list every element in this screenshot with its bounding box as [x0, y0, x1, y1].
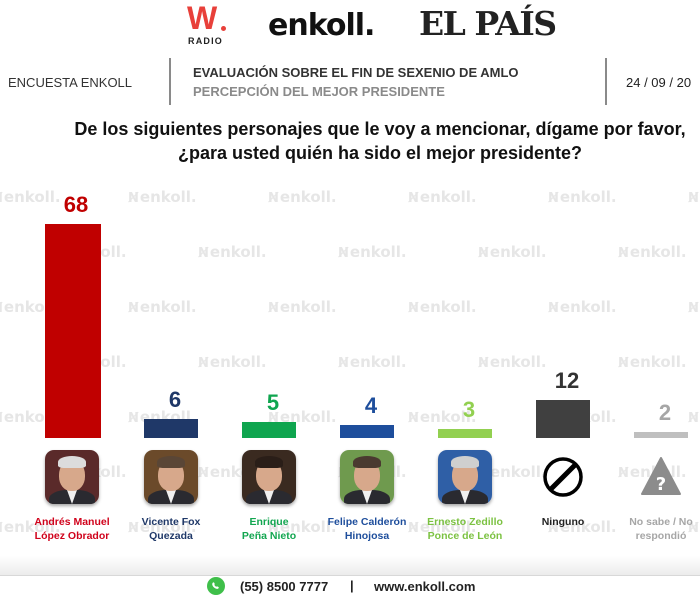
bar-value-label: 3 — [462, 397, 476, 422]
bar-column: 4 — [336, 180, 408, 438]
bar — [45, 224, 101, 438]
warning-question-icon: ? — [634, 450, 688, 504]
bar-value-label: 68 — [63, 192, 89, 217]
plot-area: 68 6 5 4 3 12 2 — [0, 180, 700, 438]
header-info-bar: ENCUESTA ENKOLL EVALUACIÓN SOBRE EL FIN … — [0, 58, 700, 106]
date-label: 24 / 09 / 20 — [626, 75, 692, 90]
bar — [634, 432, 688, 438]
logos-row: W RADIO enkoll. EL PAÍS — [0, 0, 700, 50]
survey-question: De los siguientes personajes que le voy … — [74, 119, 686, 163]
bar-column: 68 — [41, 180, 113, 438]
page-title: EVALUACIÓN SOBRE EL FIN DE SEXENIO DE AM… — [193, 65, 519, 80]
website-link[interactable]: www.enkoll.com — [374, 579, 476, 594]
divider — [169, 58, 171, 105]
bar-value-label: 6 — [168, 387, 182, 412]
category-label: Andrés Manuel López Obrador — [34, 516, 110, 542]
zedillo-photo — [438, 450, 492, 504]
divider — [605, 58, 607, 105]
calderon-photo — [340, 450, 394, 504]
bar-column: 12 — [532, 180, 604, 438]
bar — [144, 419, 198, 438]
bar — [438, 429, 492, 438]
el-pais-logo: EL PAÍS — [419, 4, 557, 43]
category-label: Ninguno — [541, 516, 585, 528]
bar-chart: 68 6 5 4 3 12 2 — [0, 180, 700, 550]
bar-value-label: 5 — [266, 390, 280, 415]
survey-label: ENCUESTA ENKOLL — [8, 75, 133, 90]
category-label: Enrique Peña Nieto — [241, 516, 297, 542]
footer: (55) 8500 7777 | www.enkoll.com — [0, 576, 700, 598]
amlo-photo — [45, 450, 99, 504]
bar — [242, 422, 296, 438]
bar-column: 5 — [238, 180, 310, 438]
phone-number: (55) 8500 7777 — [240, 579, 329, 594]
footer-divider — [0, 556, 700, 576]
bar-value-label: 12 — [554, 368, 580, 393]
footer-separator: | — [350, 578, 354, 593]
prohibited-icon — [536, 450, 590, 504]
page-subtitle: PERCEPCIÓN DEL MEJOR PRESIDENTE — [193, 84, 445, 99]
category-label: Vicente Fox Quezada — [141, 516, 201, 542]
w-radio-logo: W RADIO — [187, 2, 229, 48]
category-label: Felipe Calderón Hinojosa — [327, 516, 407, 542]
category-label: Ernesto Zedillo Ponce de León — [427, 516, 503, 542]
enkoll-logo: enkoll. — [268, 8, 375, 43]
pena-nieto-photo — [242, 450, 296, 504]
category-label: No sabe / No respondió — [629, 516, 693, 542]
fox-photo — [144, 450, 198, 504]
bar-column: 6 — [140, 180, 212, 438]
bar-value-label: 2 — [658, 400, 672, 425]
whatsapp-icon — [207, 577, 225, 595]
bar-value-label: 4 — [364, 393, 378, 418]
bar-column: 2 — [630, 180, 700, 438]
bar — [340, 425, 394, 438]
bar — [536, 400, 590, 438]
svg-text:?: ? — [656, 474, 666, 495]
bar-column: 3 — [434, 180, 506, 438]
